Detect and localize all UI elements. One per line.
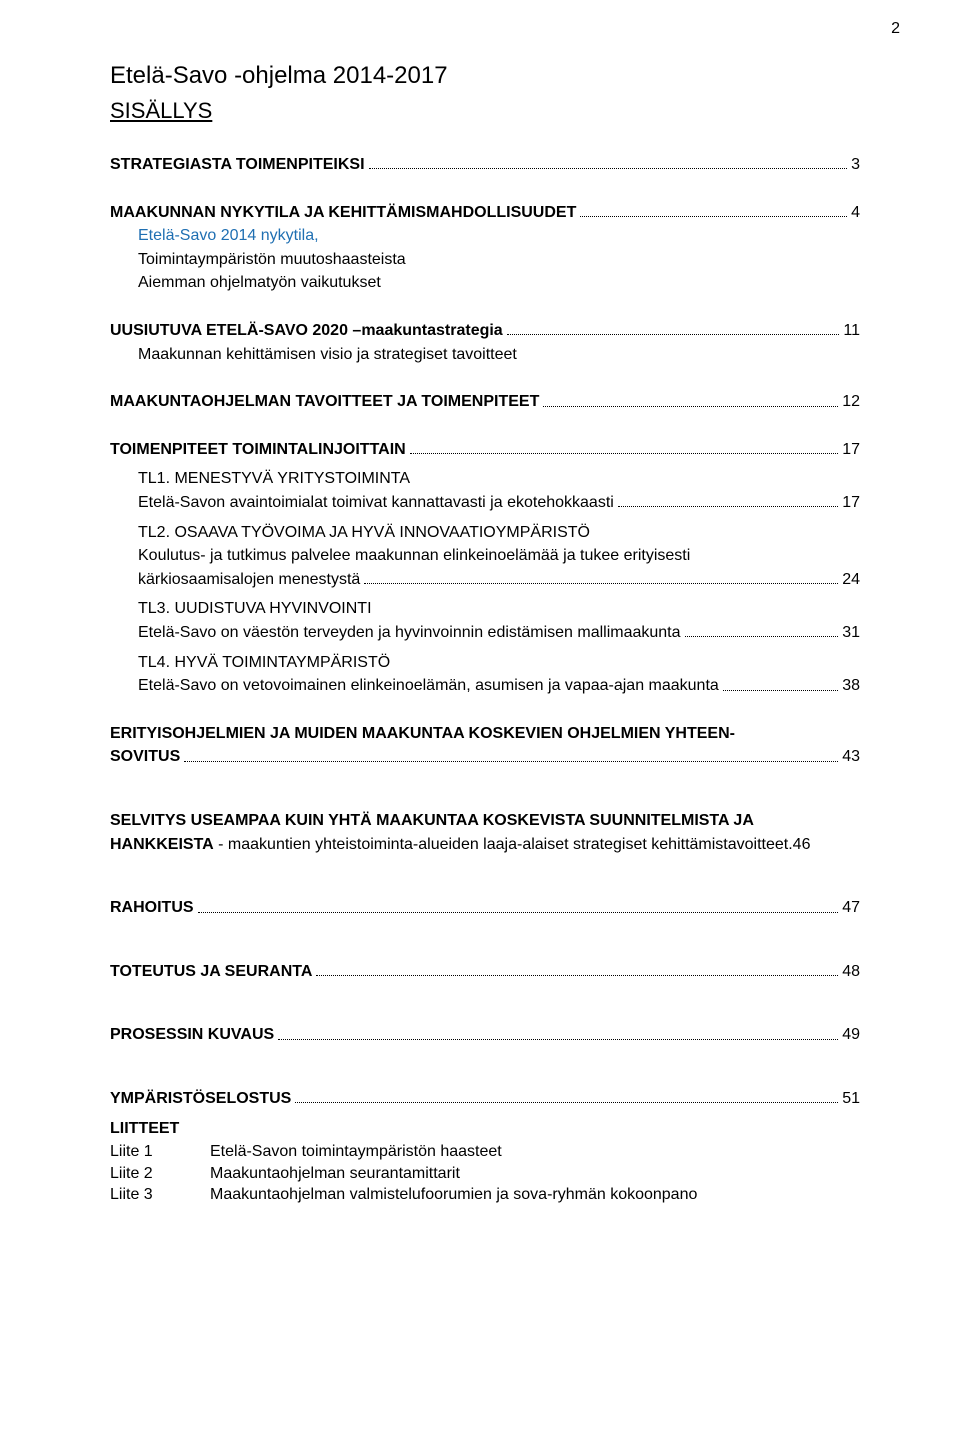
toc-leader <box>184 746 838 761</box>
toc-page: 12 <box>842 391 860 413</box>
toc-subline: Aiemman ohjelmatyön vaikutukset <box>138 272 860 294</box>
toc-label: UUSIUTUVA ETELÄ-SAVO 2020 –maakuntastrat… <box>110 320 503 342</box>
toc-leader <box>278 1024 838 1039</box>
toc-tl-head: TL2. OSAAVA TYÖVOIMA JA HYVÄ INNOVAATIOY… <box>138 522 860 544</box>
toc-leader <box>618 492 838 507</box>
toc-label: TOIMENPITEET TOIMINTALINJOITTAIN <box>110 439 406 461</box>
toc-entry: Etelä-Savon avaintoimialat toimivat kann… <box>138 492 860 514</box>
toc-leader <box>198 897 839 912</box>
toc-tl-head: TL1. MENESTYVÄ YRITYSTOIMINTA <box>138 468 860 490</box>
toc-entry: YMPÄRISTÖSELOSTUS 51 <box>110 1088 860 1110</box>
toc-subline: - maakuntien yhteistoiminta-alueiden laa… <box>214 836 811 853</box>
toc-label: Etelä-Savo on vetovoimainen elinkeinoelä… <box>138 675 719 697</box>
toc-leader <box>316 961 838 976</box>
toc-label: TOTEUTUS JA SEURANTA <box>110 961 312 983</box>
toc-label: SOVITUS <box>110 746 180 768</box>
appendix-heading: LIITTEET <box>110 1118 860 1140</box>
toc-entry: PROSESSIN KUVAUS 49 <box>110 1024 860 1046</box>
toc-entry: UUSIUTUVA ETELÄ-SAVO 2020 –maakuntastrat… <box>110 320 860 342</box>
appendix-num: Liite 1 <box>110 1141 210 1163</box>
toc-page: 17 <box>842 439 860 461</box>
toc-label: HANKKEISTA <box>110 836 214 853</box>
toc-page: 4 <box>851 202 860 224</box>
toc-page: 11 <box>843 320 860 342</box>
appendix-row: Liite 2 Maakuntaohjelman seurantamittari… <box>110 1163 860 1185</box>
toc-entry: STRATEGIASTA TOIMENPITEIKSI 3 <box>110 154 860 176</box>
toc-label: PROSESSIN KUVAUS <box>110 1024 274 1046</box>
toc-entry: RAHOITUS 47 <box>110 897 860 919</box>
toc-label: RAHOITUS <box>110 897 194 919</box>
toc-label: kärkiosaamisalojen menestystä <box>138 569 360 591</box>
toc-tl-head: TL3. UUDISTUVA HYVINVOINTI <box>138 598 860 620</box>
toc-subline: Koulutus- ja tutkimus palvelee maakunnan… <box>138 545 860 567</box>
toc-leader <box>410 439 839 454</box>
appendix-num: Liite 3 <box>110 1184 210 1206</box>
toc-entry: HANKKEISTA - maakuntien yhteistoiminta-a… <box>110 834 860 856</box>
toc-entry: Etelä-Savo on väestön terveyden ja hyvin… <box>138 622 860 644</box>
toc-leader <box>507 320 840 335</box>
appendix-row: Liite 1 Etelä-Savon toimintaympäristön h… <box>110 1141 860 1163</box>
toc-subline: Toimintaympäristön muutoshaasteista <box>138 249 860 271</box>
toc-entry: MAAKUNNAN NYKYTILA JA KEHITTÄMISMAHDOLLI… <box>110 202 860 224</box>
toc-page: 24 <box>842 569 860 591</box>
toc-label: Etelä-Savo on väestön terveyden ja hyvin… <box>138 622 681 644</box>
toc-leader <box>685 622 839 637</box>
toc-label: Etelä-Savon avaintoimialat toimivat kann… <box>138 492 614 514</box>
toc-entry: TOTEUTUS JA SEURANTA 48 <box>110 961 860 983</box>
toc-label: STRATEGIASTA TOIMENPITEIKSI <box>110 154 365 176</box>
document-page: 2 Etelä-Savo -ohjelma 2014-2017 SISÄLLYS… <box>0 0 960 1440</box>
toc-subline: Maakunnan kehittämisen visio ja strategi… <box>138 344 860 366</box>
toc-label: YMPÄRISTÖSELOSTUS <box>110 1088 291 1110</box>
toc-entry: TOIMENPITEET TOIMINTALINJOITTAIN 17 <box>110 439 860 461</box>
toc-page: 3 <box>851 154 860 176</box>
toc-leader <box>723 675 838 690</box>
toc-entry: SOVITUS 43 <box>110 746 860 768</box>
appendix-title: Etelä-Savon toimintaympäristön haasteet <box>210 1141 502 1163</box>
toc-leader <box>295 1088 838 1103</box>
toc-leader <box>543 391 838 406</box>
toc-page: 31 <box>842 622 860 644</box>
toc-label: MAAKUNNAN NYKYTILA JA KEHITTÄMISMAHDOLLI… <box>110 202 576 224</box>
toc-page: 51 <box>842 1088 860 1110</box>
toc-page: 49 <box>842 1024 860 1046</box>
toc-leader <box>580 202 847 217</box>
toc-page: 38 <box>842 675 860 697</box>
toc-tl-head: TL4. HYVÄ TOIMINTAYMPÄRISTÖ <box>138 652 860 674</box>
toc-entry: kärkiosaamisalojen menestystä 24 <box>138 569 860 591</box>
toc-subline: Etelä-Savo 2014 nykytila, <box>138 225 860 247</box>
toc-page: 48 <box>842 961 860 983</box>
appendix-row: Liite 3 Maakuntaohjelman valmistelufooru… <box>110 1184 860 1206</box>
document-title: Etelä-Savo -ohjelma 2014-2017 <box>110 60 860 92</box>
toc-leader <box>369 154 848 169</box>
appendix-title: Maakuntaohjelman seurantamittarit <box>210 1163 460 1185</box>
toc-leader <box>364 569 838 584</box>
toc-label: MAAKUNTAOHJELMAN TAVOITTEET JA TOIMENPIT… <box>110 391 539 413</box>
appendix-num: Liite 2 <box>110 1163 210 1185</box>
appendix-title: Maakuntaohjelman valmistelufoorumien ja … <box>210 1184 697 1206</box>
document-subtitle: SISÄLLYS <box>110 96 860 126</box>
toc-label: ERITYISOHJELMIEN JA MUIDEN MAAKUNTAA KOS… <box>110 723 860 745</box>
toc-page: 43 <box>842 746 860 768</box>
toc-entry: Etelä-Savo on vetovoimainen elinkeinoelä… <box>138 675 860 697</box>
toc-page: 47 <box>842 897 860 919</box>
page-number: 2 <box>891 18 900 40</box>
toc-page: 17 <box>842 492 860 514</box>
toc-entry: MAAKUNTAOHJELMAN TAVOITTEET JA TOIMENPIT… <box>110 391 860 413</box>
toc-label: SELVITYS USEAMPAA KUIN YHTÄ MAAKUNTAA KO… <box>110 810 860 832</box>
